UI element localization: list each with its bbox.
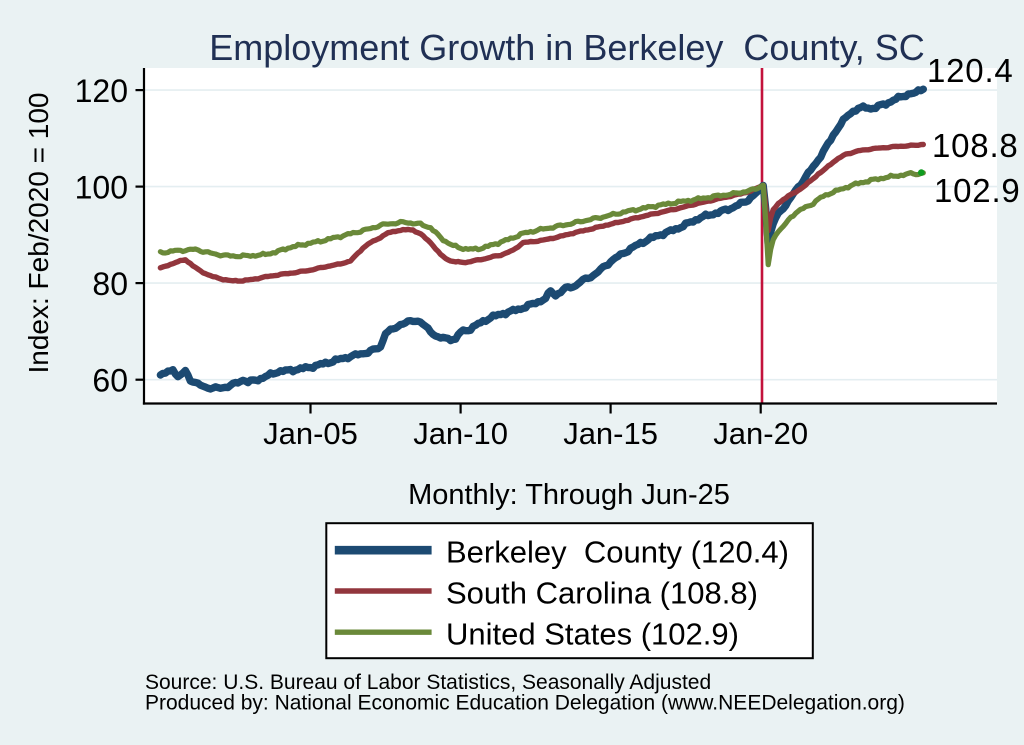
svg-text:United States (102.9): United States (102.9) [446, 617, 739, 652]
svg-text:Berkeley County (120.4): Berkeley County (120.4) [446, 535, 789, 570]
svg-text:Employment Growth in Berkeley: Employment Growth in Berkeley County, SC [209, 27, 925, 68]
svg-text:Jan-15: Jan-15 [563, 416, 658, 451]
svg-text:South Carolina (108.8): South Carolina (108.8) [446, 575, 758, 610]
svg-text:Jan-10: Jan-10 [413, 416, 508, 451]
svg-text:60: 60 [92, 363, 128, 399]
svg-text:102.9: 102.9 [934, 172, 1021, 209]
svg-text:100: 100 [75, 170, 128, 206]
svg-text:Produced by: National Economic: Produced by: National Economic Education… [145, 692, 905, 715]
svg-text:120.4: 120.4 [927, 52, 1014, 89]
svg-text:80: 80 [92, 266, 128, 302]
svg-text:Monthly: Through Jun-25: Monthly: Through Jun-25 [408, 479, 730, 511]
svg-text:Source: U.S. Bureau of Labor S: Source: U.S. Bureau of Labor Statistics,… [145, 671, 711, 694]
svg-text:120: 120 [75, 73, 128, 109]
svg-text:Index: Feb/2020 = 100: Index: Feb/2020 = 100 [23, 93, 54, 374]
svg-text:Jan-20: Jan-20 [713, 416, 808, 451]
svg-text:Jan-05: Jan-05 [263, 416, 358, 451]
svg-text:108.8: 108.8 [932, 127, 1019, 164]
